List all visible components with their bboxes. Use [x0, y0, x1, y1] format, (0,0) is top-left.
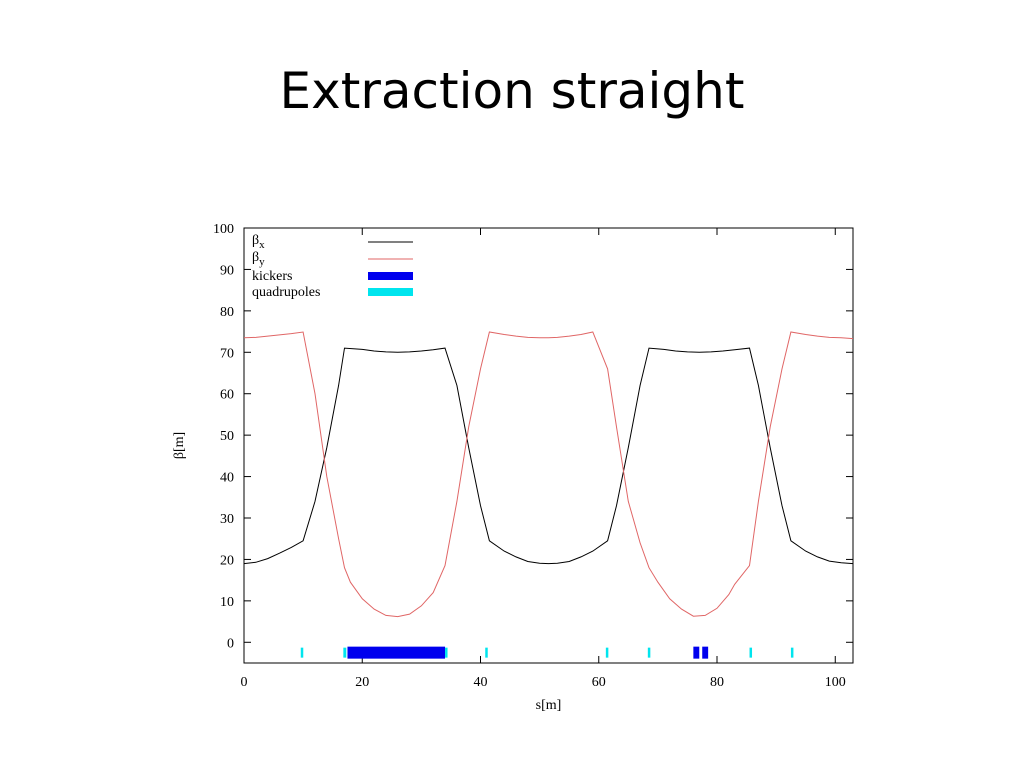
x-tick-label: 20 — [355, 675, 369, 690]
quadrupole-marker — [790, 647, 794, 658]
quadrupole-marker — [485, 647, 488, 658]
axis-ticks — [243, 227, 853, 663]
y-tick-label: 90 — [220, 263, 234, 278]
y-tick-label: 30 — [220, 512, 234, 527]
kicker-marker — [702, 646, 709, 659]
y-tick-label: 50 — [220, 429, 234, 444]
legend-swatch-3 — [368, 272, 413, 280]
y-tick-label: 60 — [220, 388, 234, 403]
quadrupole-marker — [647, 647, 651, 658]
series-line-1 — [243, 347, 854, 565]
y-tick-label: 20 — [220, 553, 234, 568]
legend-label-1: βx — [252, 233, 265, 251]
x-tick-label: 0 — [241, 675, 248, 690]
x-tick-label: 40 — [474, 675, 488, 690]
legend-label-2: βy — [252, 250, 265, 268]
y-axis-label: β[m] — [172, 432, 187, 459]
quadrupole-marker — [445, 647, 448, 658]
y-tick-label: 80 — [220, 305, 234, 320]
y-tick-label: 10 — [220, 595, 234, 610]
slide-title: Extraction straight — [279, 62, 745, 120]
x-tick-label: 100 — [825, 675, 846, 690]
plot-frame — [243, 227, 854, 664]
x-axis-label: s[m] — [536, 698, 562, 713]
y-tick-label: 40 — [220, 471, 234, 486]
quadrupole-marker — [605, 647, 609, 658]
y-tick-label: 100 — [213, 222, 234, 237]
kicker-marker — [347, 646, 446, 659]
quadrupole-marker — [343, 647, 347, 658]
kicker-marker — [693, 646, 700, 659]
y-tick-label: 70 — [220, 346, 234, 361]
series-layer — [243, 331, 854, 659]
legend-label-4: quadrupoles — [252, 285, 320, 300]
legend-label-3: kickers — [252, 269, 292, 284]
x-tick-label: 60 — [592, 675, 606, 690]
series-line-2 — [243, 331, 854, 618]
tick-labels: 0 10 20 30 40 50 60 70 80 90 100 0 20 40 60 80 100 — [213, 222, 846, 690]
quadrupole-marker — [300, 647, 304, 658]
quadrupole-marker — [749, 647, 753, 658]
plot-border — [243, 227, 854, 664]
y-tick-label: 0 — [227, 636, 234, 651]
x-tick-label: 80 — [710, 675, 724, 690]
legend-swatch-4 — [368, 288, 413, 296]
